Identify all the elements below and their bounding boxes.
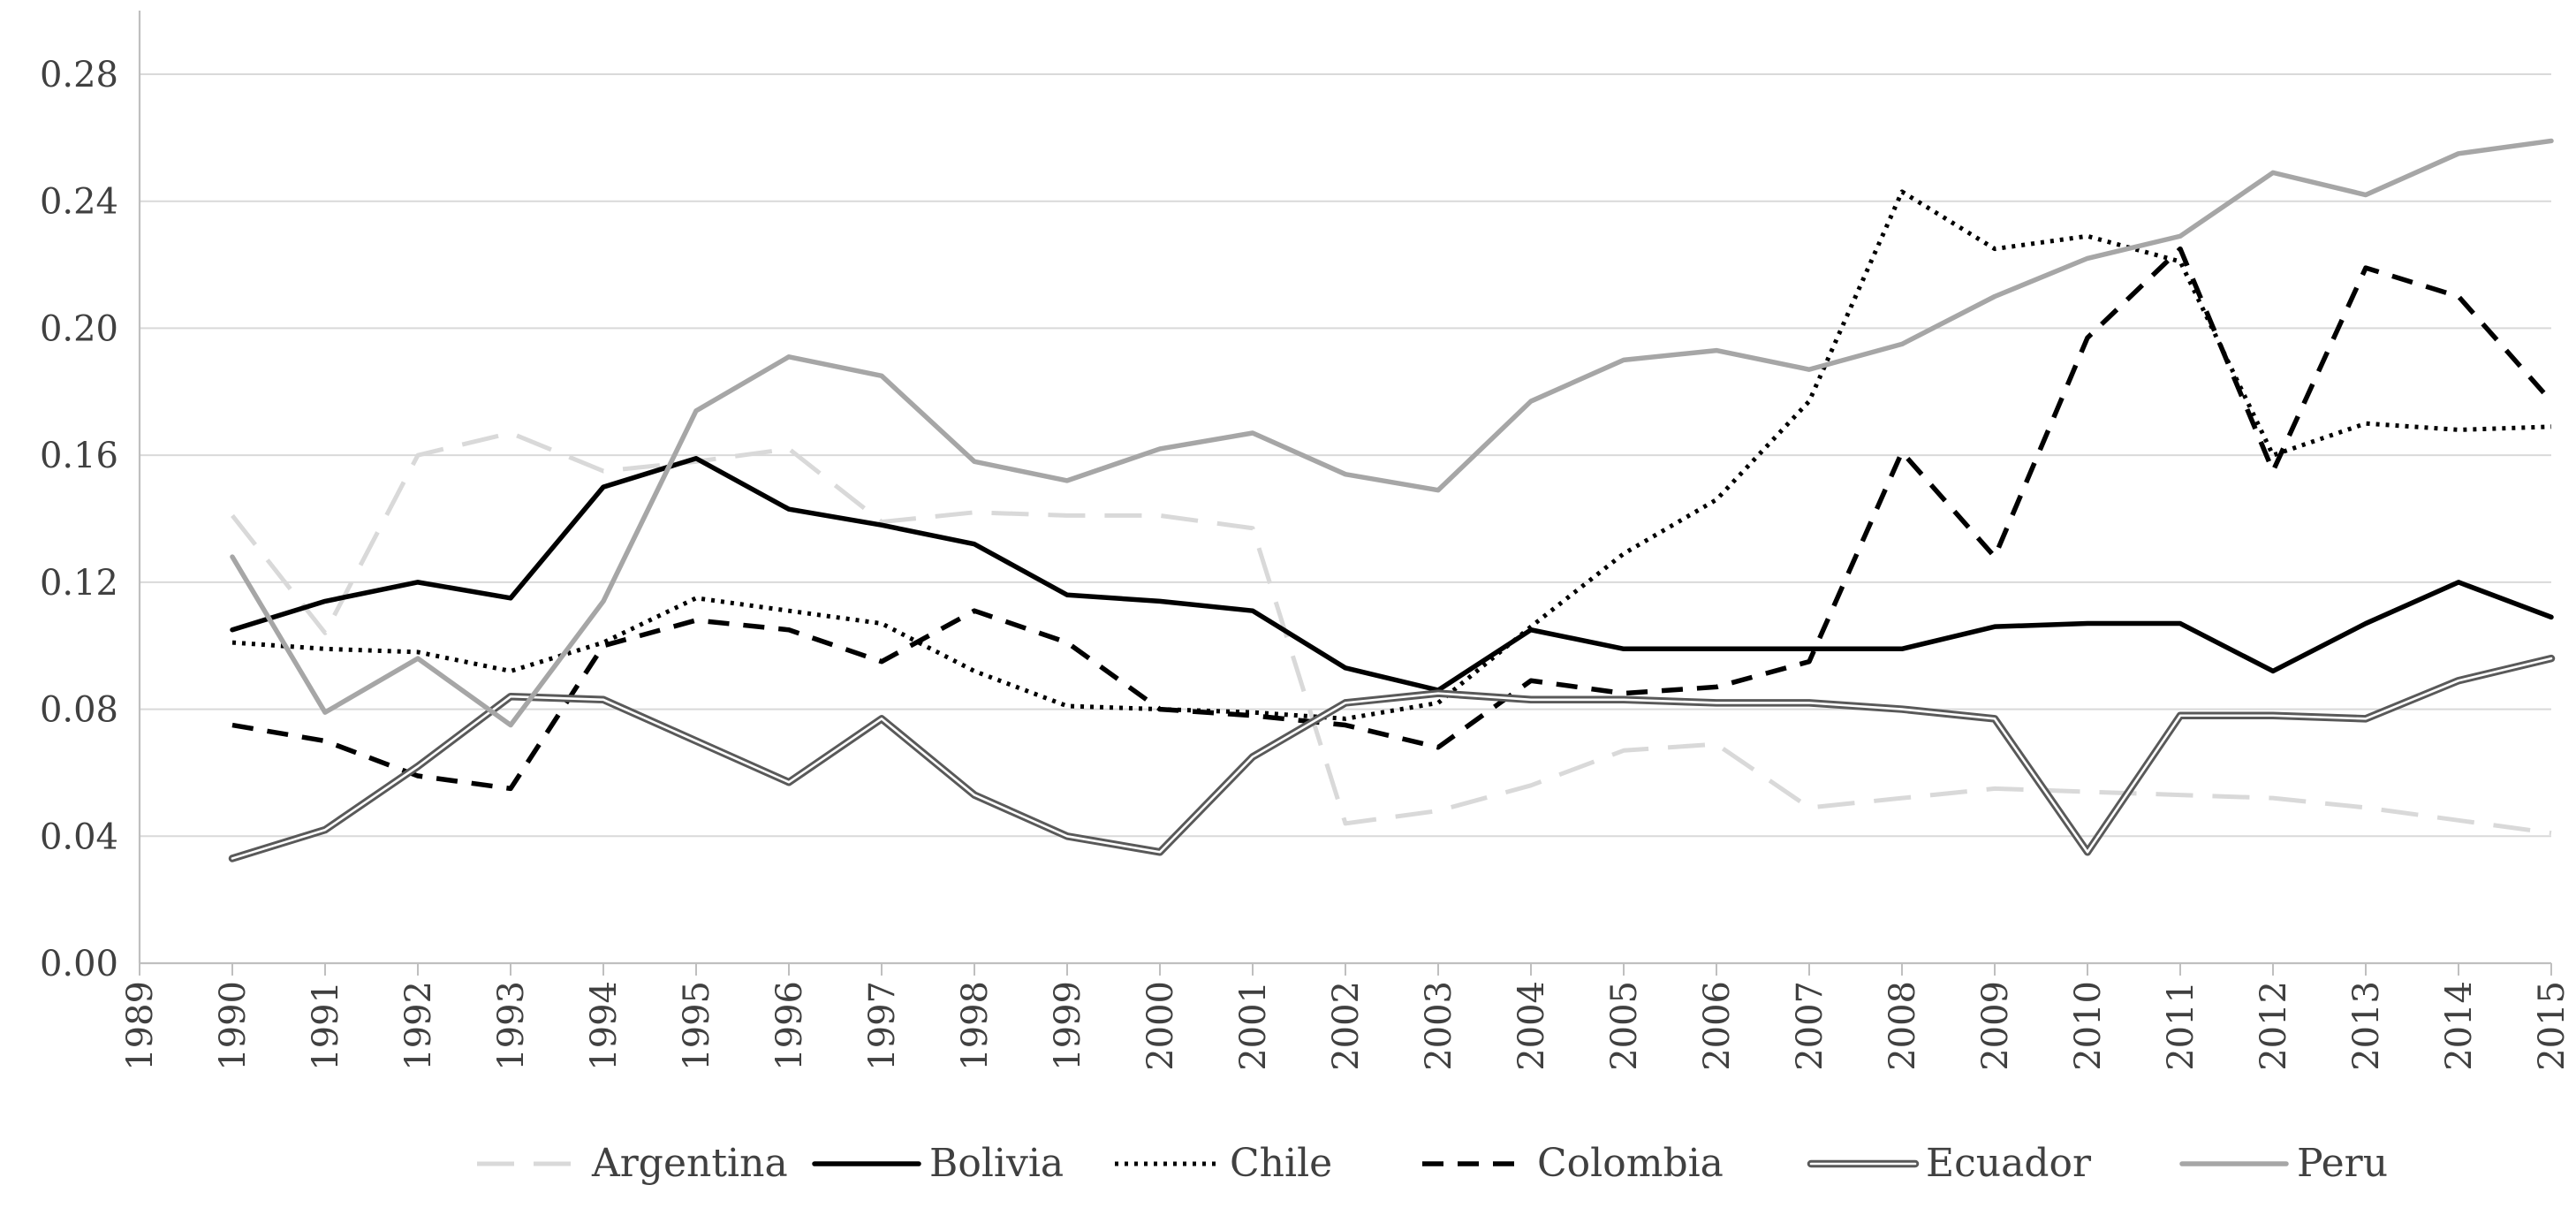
x-tick-label: 2000 [1140,981,1181,1071]
series-line-colombia [231,246,2554,792]
y-tick-label: 0.08 [40,690,118,731]
x-tick-label: 2011 [2161,981,2201,1071]
legend-item-colombia: Colombia [1422,1141,1724,1186]
x-tick-label: 1990 [213,981,254,1071]
x-tick-label: 2009 [1975,981,2016,1071]
x-tick-label: 2002 [1326,981,1367,1071]
series-ecuador [228,654,2556,862]
series-line-peru [230,138,2554,728]
y-tick-label: 0.28 [40,55,118,95]
series-bolivia [230,455,2554,693]
y-tick-label: 0.00 [40,944,118,984]
x-tick-label: 2007 [1790,981,1830,1071]
series-line-bolivia [230,455,2554,693]
series-line-ecuador [228,654,2556,862]
y-tick-label: 0.04 [40,817,118,857]
series-line-argentina [231,430,2552,836]
x-tick-label: 2014 [2439,981,2480,1071]
x-tick-label: 2013 [2346,981,2387,1071]
x-tick-label: 2001 [1233,981,1274,1071]
axes: 0.00 0.04 0.08 0.12 0.16 0.20 0.24 0.28 1989 1990… [40,11,2572,1071]
series-peru [230,138,2554,728]
x-tick-label: 1999 [1048,981,1088,1071]
series-line-ecuador [231,657,2553,860]
x-tick-label: 1989 [120,981,161,1071]
x-tick-label: 1994 [584,981,625,1071]
series-line-chile [231,189,2552,721]
x-tick-label: 1995 [677,981,717,1071]
y-tick-label: 0.24 [40,182,118,223]
legend: Argentina Bolivia Chile Colombia Ecuador Peru [477,1141,2388,1186]
x-tick-label: 2005 [1604,981,1645,1071]
x-tick-label: 1997 [862,981,903,1071]
series-argentina [231,430,2552,836]
legend-label: Chile [1230,1141,1332,1186]
x-tick-label: 1998 [955,981,996,1071]
legend-label: Argentina [591,1141,788,1186]
legend-item-chile: Chile [1115,1141,1332,1186]
x-tick-label: 2006 [1697,981,1738,1071]
y-tick-label: 0.20 [40,308,118,349]
legend-label: Ecuador [1926,1141,2092,1186]
gridlines [140,73,2551,838]
x-tick-label: 2008 [1883,981,1923,1071]
x-tick-label: 1991 [306,981,346,1071]
y-tick-label: 0.12 [40,563,118,604]
legend-item-ecuador: Ecuador [1807,1141,2092,1186]
legend-label: Colombia [1537,1141,1724,1186]
x-tick-label: 1993 [491,981,532,1071]
x-tick-label: 2012 [2254,981,2294,1071]
x-tick-label: 2004 [1512,981,1552,1071]
y-tick-label: 0.16 [40,436,118,476]
x-tick-label: 2010 [2068,981,2109,1071]
legend-label: Bolivia [929,1141,1064,1186]
series-lines [228,138,2556,862]
legend-item-argentina: Argentina [477,1141,788,1186]
legend-item-peru: Peru [2179,1141,2388,1186]
legend-item-bolivia: Bolivia [812,1141,1064,1186]
series-chile [231,189,2552,721]
x-tick-label: 1996 [769,981,810,1071]
x-tick-label: 1992 [398,981,439,1071]
x-tick-label: 2015 [2532,981,2572,1071]
legend-label: Peru [2297,1141,2388,1186]
x-tick-label: 2003 [1419,981,1459,1071]
series-colombia [231,246,2554,792]
